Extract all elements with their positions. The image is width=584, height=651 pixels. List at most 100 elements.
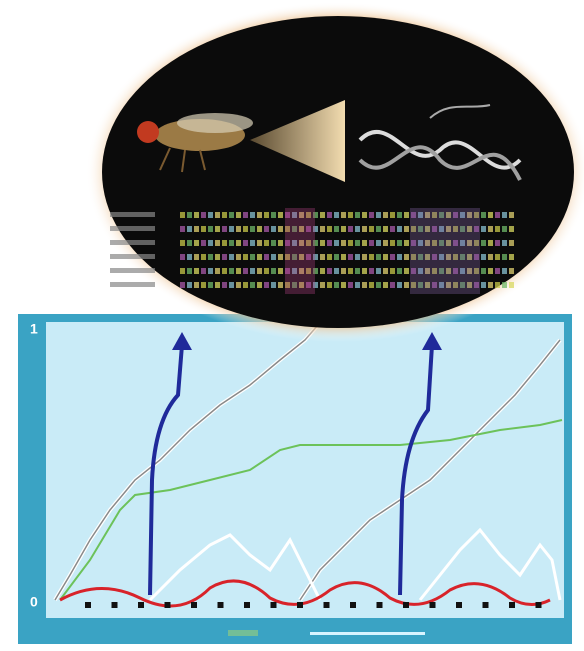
sequence-cell bbox=[278, 282, 283, 288]
sequence-cell bbox=[376, 212, 381, 218]
arrow bbox=[398, 344, 434, 596]
sequence-cell bbox=[201, 212, 206, 218]
sequence-cell bbox=[320, 240, 325, 246]
sequence-cell bbox=[418, 226, 423, 232]
sequence-cell bbox=[327, 226, 332, 232]
sequence-cell bbox=[355, 240, 360, 246]
sequence-cell bbox=[208, 282, 213, 288]
marker bbox=[270, 602, 277, 608]
curve-gray bbox=[299, 339, 561, 601]
fly-eye bbox=[137, 121, 159, 143]
sequence-cell bbox=[201, 226, 206, 232]
sequence-cell bbox=[481, 226, 486, 232]
sequence-cell bbox=[264, 212, 269, 218]
sequence-cell bbox=[306, 240, 311, 246]
sequence-cell bbox=[264, 268, 269, 274]
sequence-cell bbox=[390, 226, 395, 232]
sequence-cell bbox=[446, 212, 451, 218]
sequence-cell bbox=[327, 240, 332, 246]
sequence-cell bbox=[369, 268, 374, 274]
sequence-cell bbox=[481, 254, 486, 260]
sequence-cell bbox=[376, 240, 381, 246]
sequence-cell bbox=[292, 282, 297, 288]
sequence-cell bbox=[432, 282, 437, 288]
sequence-cell bbox=[187, 226, 192, 232]
sequence-cell bbox=[432, 268, 437, 274]
sequence-cell bbox=[180, 240, 185, 246]
sequence-cell bbox=[460, 268, 465, 274]
sequence-cell bbox=[348, 268, 353, 274]
sequence-cell bbox=[222, 282, 227, 288]
dna bbox=[358, 104, 522, 181]
sequence-cell bbox=[187, 268, 192, 274]
highlight bbox=[285, 208, 315, 294]
sequence-cell bbox=[327, 212, 332, 218]
dna-strand bbox=[358, 130, 522, 170]
sequence-cell bbox=[271, 254, 276, 260]
sequence-cell bbox=[404, 226, 409, 232]
sequence-cell bbox=[320, 226, 325, 232]
sequence-cell bbox=[334, 268, 339, 274]
sequence-cell bbox=[411, 240, 416, 246]
sequence-cell bbox=[222, 268, 227, 274]
sequence-cell bbox=[383, 226, 388, 232]
row-label bbox=[110, 226, 155, 231]
sequence-cell bbox=[390, 268, 395, 274]
sequence-cell bbox=[215, 212, 220, 218]
sequence-cell bbox=[467, 226, 472, 232]
sequence-cell bbox=[446, 282, 451, 288]
sequence-cell bbox=[292, 212, 297, 218]
sequence-cell bbox=[397, 282, 402, 288]
sequence-cell bbox=[425, 226, 430, 232]
sequence-cell bbox=[341, 282, 346, 288]
sequence-cell bbox=[397, 240, 402, 246]
sequence-cell bbox=[509, 254, 514, 260]
sequence-cell bbox=[369, 254, 374, 260]
marker bbox=[191, 602, 197, 608]
sequence-cell bbox=[243, 240, 248, 246]
sequence-cell bbox=[257, 282, 262, 288]
sequence-cell bbox=[467, 254, 472, 260]
sequence-cell bbox=[355, 282, 360, 288]
sequence-cell bbox=[488, 282, 493, 288]
sequence-cell bbox=[355, 212, 360, 218]
sequence-cell bbox=[432, 254, 437, 260]
sequence-cell bbox=[334, 226, 339, 232]
sequence-cell bbox=[327, 254, 332, 260]
sequence-cell bbox=[257, 268, 262, 274]
sequence-cell bbox=[236, 240, 241, 246]
sequence-cell bbox=[285, 226, 290, 232]
sequence-cell bbox=[187, 282, 192, 288]
sequence-cell bbox=[362, 240, 367, 246]
sequence-cell bbox=[313, 268, 318, 274]
row-label bbox=[110, 254, 155, 259]
scale-bar bbox=[310, 632, 425, 635]
sequence-cell bbox=[180, 226, 185, 232]
sequence-cell bbox=[481, 282, 486, 288]
sequence-cell bbox=[278, 212, 283, 218]
sequence-cell bbox=[425, 282, 430, 288]
sequence-cell bbox=[383, 240, 388, 246]
sequence-cell bbox=[334, 282, 339, 288]
sequence-cell bbox=[425, 212, 430, 218]
sequence-cell bbox=[355, 226, 360, 232]
sequence-cell bbox=[460, 240, 465, 246]
sequence-cell bbox=[271, 226, 276, 232]
sequence-cell bbox=[404, 212, 409, 218]
sequence-cell bbox=[243, 226, 248, 232]
sequence-cell bbox=[453, 240, 458, 246]
sequence-cell bbox=[194, 268, 199, 274]
sequence-cell bbox=[411, 282, 416, 288]
sequence-cell bbox=[278, 226, 283, 232]
row-label bbox=[110, 212, 155, 217]
sequence-cell bbox=[194, 212, 199, 218]
sequence-cell bbox=[278, 240, 283, 246]
sequence-cell bbox=[243, 268, 248, 274]
sequence-cell bbox=[383, 282, 388, 288]
sequence-cell bbox=[299, 282, 304, 288]
sequence-cell bbox=[369, 240, 374, 246]
sequence-cell bbox=[376, 282, 381, 288]
triangle bbox=[250, 100, 345, 182]
sequence-cell bbox=[306, 268, 311, 274]
